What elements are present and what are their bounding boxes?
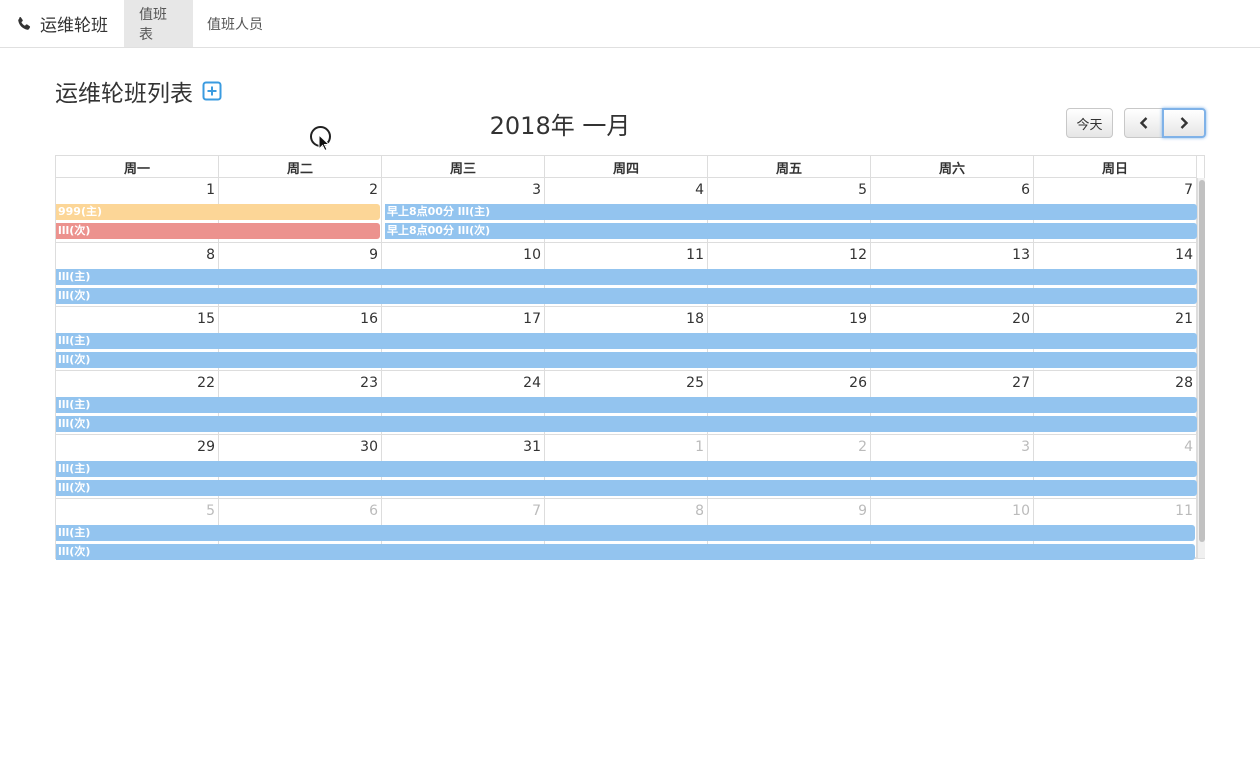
tab-duty-staff[interactable]: 值班人员 [192, 0, 278, 47]
duty-event[interactable]: lll(主) [56, 269, 1197, 285]
page-title: 运维轮班列表 [55, 74, 222, 108]
day-number: 19 [849, 311, 867, 327]
day-number: 10 [1012, 503, 1030, 519]
day-cell[interactable]: 11 [1034, 499, 1197, 557]
month-calendar: 周一 周二 周三 周四 周五 周六 周日 1 2 3 4 5 6 7 999(主) 早上8点00分 lll(… [55, 155, 1205, 560]
day-number: 17 [523, 311, 541, 327]
day-number: 10 [523, 247, 541, 263]
scrollbar-thumb[interactable] [1199, 180, 1205, 542]
day-number: 5 [858, 182, 867, 198]
day-number: 7 [1184, 182, 1193, 198]
plus-square-icon[interactable] [202, 81, 222, 101]
duty-event[interactable]: 早上8点00分 lll(主) [385, 204, 1197, 220]
weekday-header-cell: 周一 [56, 156, 219, 178]
chevron-right-icon [1180, 117, 1189, 129]
day-number: 22 [197, 375, 215, 391]
day-number: 1 [206, 182, 215, 198]
day-number: 9 [858, 503, 867, 519]
day-number: 9 [369, 247, 378, 263]
week-row: 5 6 7 8 9 10 11 lll(主) lll(次) [56, 499, 1197, 560]
day-number: 2 [369, 182, 378, 198]
day-number: 25 [686, 375, 704, 391]
mouse-pointer-icon [318, 134, 330, 152]
tab-label: 值班表 [139, 6, 167, 43]
week-row: 8 9 10 11 12 13 14 lll(主) lll(次) [56, 243, 1197, 307]
day-number: 29 [197, 439, 215, 455]
day-number: 8 [695, 503, 704, 519]
day-number: 6 [369, 503, 378, 519]
prev-month-button[interactable] [1124, 108, 1163, 138]
duty-event[interactable]: lll(次) [56, 544, 1195, 560]
week-row: 15 16 17 18 19 20 21 lll(主) lll(次) [56, 307, 1197, 371]
day-number: 16 [360, 311, 378, 327]
top-navbar: 运维轮班 值班表 值班人员 [0, 0, 1260, 48]
weekday-header-cell: 周二 [219, 156, 382, 178]
page-title-text: 运维轮班列表 [55, 81, 193, 107]
duty-event[interactable]: 999(主) [56, 204, 380, 220]
brand[interactable]: 运维轮班 [16, 0, 108, 47]
weekday-header: 周一 周二 周三 周四 周五 周六 周日 [56, 156, 1197, 178]
tab-duty-schedule[interactable]: 值班表 [124, 0, 193, 47]
day-number: 21 [1175, 311, 1193, 327]
week-row: 22 23 24 25 26 27 28 lll(主) lll(次) [56, 371, 1197, 435]
day-number: 1 [695, 439, 704, 455]
calendar-title: 2018年 一月 [489, 112, 631, 140]
day-cell[interactable]: 2 [219, 178, 382, 242]
day-number: 8 [206, 247, 215, 263]
weekday-header-cell: 周四 [545, 156, 708, 178]
duty-event[interactable]: lll(主) [56, 397, 1197, 413]
weekday-header-cell: 周日 [1034, 156, 1197, 178]
day-number: 27 [1012, 375, 1030, 391]
day-number: 18 [686, 311, 704, 327]
duty-event[interactable]: lll(主) [56, 525, 1195, 541]
day-number: 14 [1175, 247, 1193, 263]
day-number: 13 [1012, 247, 1030, 263]
day-number: 12 [849, 247, 867, 263]
duty-event[interactable]: lll(次) [56, 288, 1197, 304]
tab-label: 值班人员 [207, 16, 263, 33]
day-number: 11 [1175, 503, 1193, 519]
week-row: 1 2 3 4 5 6 7 999(主) 早上8点00分 lll(主) lll(次) 早上8点00分… [56, 178, 1197, 243]
weekday-header-cell: 周五 [708, 156, 871, 178]
chevron-left-icon [1139, 117, 1147, 129]
duty-event[interactable]: lll(次) [56, 223, 380, 239]
day-number: 24 [523, 375, 541, 391]
day-number: 2 [858, 439, 867, 455]
day-number: 31 [523, 439, 541, 455]
duty-event[interactable]: 早上8点00分 lll(次) [385, 223, 1197, 239]
duty-event[interactable]: lll(主) [56, 461, 1197, 477]
duty-event[interactable]: lll(次) [56, 480, 1197, 496]
phone-icon [18, 16, 31, 30]
weekday-header-cell: 周三 [382, 156, 545, 178]
day-number: 3 [1021, 439, 1030, 455]
day-number: 11 [686, 247, 704, 263]
day-number: 30 [360, 439, 378, 455]
calendar-scrollbar[interactable] [1197, 178, 1205, 558]
day-number: 23 [360, 375, 378, 391]
day-number: 5 [206, 503, 215, 519]
next-month-button[interactable] [1162, 108, 1206, 138]
duty-event[interactable]: lll(次) [56, 416, 1197, 432]
day-number: 3 [532, 182, 541, 198]
week-row: 29 30 31 1 2 3 4 lll(主) lll(次) [56, 435, 1197, 499]
brand-label: 运维轮班 [40, 16, 108, 36]
duty-event[interactable]: lll(主) [56, 333, 1197, 349]
day-number: 6 [1021, 182, 1030, 198]
day-number: 20 [1012, 311, 1030, 327]
day-number: 15 [197, 311, 215, 327]
duty-event[interactable]: lll(次) [56, 352, 1197, 368]
day-number: 7 [532, 503, 541, 519]
weekday-header-cell: 周六 [871, 156, 1034, 178]
day-number: 28 [1175, 375, 1193, 391]
day-number: 4 [1184, 439, 1193, 455]
day-number: 26 [849, 375, 867, 391]
today-button[interactable]: 今天 [1066, 108, 1113, 138]
day-number: 4 [695, 182, 704, 198]
